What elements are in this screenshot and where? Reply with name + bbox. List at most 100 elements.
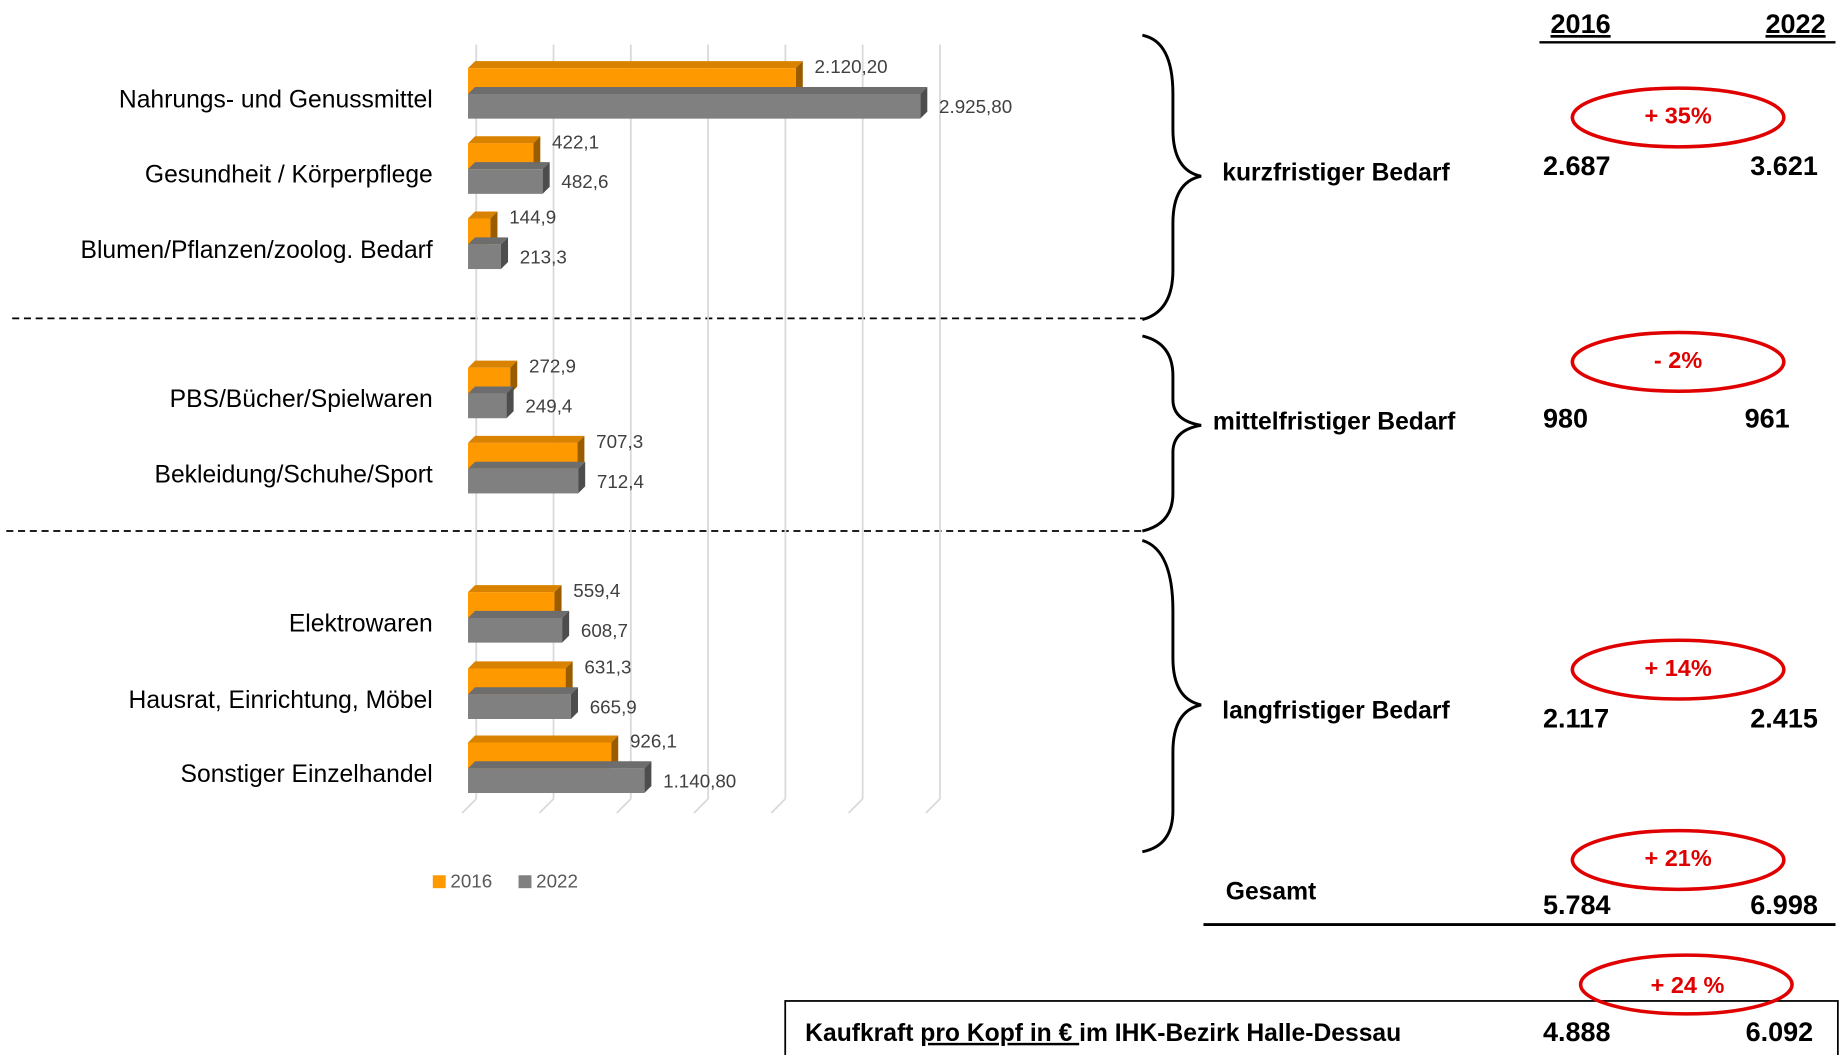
value-2022: 3.621 [1750, 151, 1818, 181]
value-label: 249,4 [525, 396, 572, 417]
bar-side [611, 735, 619, 769]
bar-side [577, 435, 585, 469]
bar-top [468, 661, 573, 669]
brace [1141, 539, 1202, 854]
value-label: 272,9 [529, 356, 576, 377]
bar-top [468, 761, 652, 769]
category-label: Hausrat, Einrichtung, Möbel [129, 687, 433, 714]
value-label: 712,4 [597, 471, 644, 492]
bar [468, 468, 579, 494]
bar-top [468, 610, 570, 618]
value-label: 608,7 [581, 620, 628, 641]
kaufkraft-label: Kaufkraft pro Kopf in € im IHK-Bezirk Ha… [805, 1019, 1401, 1046]
category-label: Sonstiger Einzelhandel [181, 761, 433, 788]
bar-top [468, 86, 928, 94]
value-label: 926,1 [630, 730, 677, 751]
bar-side [542, 162, 550, 194]
bar-top [468, 61, 803, 69]
bar-side [506, 386, 514, 419]
value-label: 707,3 [596, 431, 643, 452]
label-part: pro Kopf in € [920, 1019, 1079, 1046]
kaufkraft-box [784, 1000, 1839, 1055]
group-label: Gesamt [1226, 878, 1316, 905]
label-part: Kaufkraft [805, 1019, 920, 1046]
change-label: + 35% [1644, 103, 1711, 129]
value-label: 2.120,20 [815, 56, 888, 77]
bar [468, 93, 921, 119]
grid-floor [538, 798, 555, 814]
bar-side [490, 211, 498, 245]
brace [1141, 33, 1202, 321]
bar-top [468, 162, 550, 170]
grid-floor [770, 798, 787, 814]
kaufkraft-change: + 24 % [1651, 972, 1725, 998]
legend-swatch [432, 875, 446, 889]
bar-top [468, 360, 518, 368]
bar [468, 768, 645, 794]
bar-side [795, 61, 803, 94]
grid-floor [461, 798, 477, 814]
bar-top [468, 136, 541, 144]
value-label: 559,4 [573, 580, 620, 601]
category-label: Bekleidung/Schuhe/Sport [155, 461, 433, 488]
category-label: PBS/Bücher/Spielwaren [170, 386, 433, 413]
header-2022: 2022 [1766, 9, 1826, 39]
change-ellipse [1578, 953, 1794, 1016]
category-label: Gesundheit / Körperpflege [145, 162, 433, 189]
kaufkraft-2016: 4.888 [1543, 1017, 1611, 1047]
bar-top [468, 585, 562, 593]
change-ellipse [1570, 330, 1786, 393]
value-label: 665,9 [590, 696, 637, 717]
bar-top [468, 211, 498, 219]
value-2016: 980 [1543, 404, 1588, 434]
grid-floor [925, 798, 941, 814]
group-label: kurzfristiger Bedarf [1222, 159, 1450, 186]
bar-top [468, 237, 509, 245]
bar [468, 169, 543, 194]
group-label: langfristiger Bedarf [1222, 697, 1450, 724]
bar [468, 393, 507, 419]
value-2022: 6.998 [1750, 890, 1818, 920]
header-2016: 2016 [1551, 9, 1611, 39]
bar-top [468, 735, 619, 743]
value-label: 631,3 [584, 656, 631, 677]
bar [468, 617, 563, 643]
legend-swatch [518, 875, 532, 889]
change-label: - 2% [1654, 347, 1702, 373]
change-ellipse [1570, 638, 1786, 701]
grid-floor [847, 798, 864, 814]
change-label: + 21% [1644, 845, 1711, 871]
bar-side [644, 761, 652, 794]
value-2016: 2.687 [1543, 151, 1611, 181]
value-2022: 961 [1745, 404, 1790, 434]
value-label: 1.140,80 [663, 770, 736, 791]
brace [1142, 334, 1202, 533]
label-part: im IHK-Bezirk Halle-Dessau [1079, 1019, 1401, 1046]
bar [468, 244, 501, 270]
bar-side [533, 136, 541, 170]
bar-side [562, 610, 570, 643]
bar-side [500, 237, 509, 270]
bar-side [565, 661, 573, 695]
grid-floor [693, 798, 709, 814]
change-ellipse [1570, 86, 1786, 149]
bar-side [554, 585, 562, 618]
value-label: 422,1 [552, 131, 599, 152]
value-label: 213,3 [520, 246, 567, 267]
kaufkraft-2022: 6.092 [1746, 1017, 1814, 1047]
bar-side [570, 687, 578, 719]
bar-top [468, 687, 578, 695]
bar-side [920, 86, 928, 119]
legend-label: 2016 [450, 870, 492, 891]
group-label: mittelfristiger Bedarf [1213, 408, 1456, 435]
value-2016: 5.784 [1543, 890, 1611, 920]
change-ellipse [1570, 828, 1786, 892]
category-label: Elektrowaren [289, 611, 433, 638]
value-label: 482,6 [561, 171, 608, 192]
category-label: Blumen/Pflanzen/zoolog. Bedarf [81, 237, 433, 264]
bar-side [510, 360, 518, 394]
legend-label: 2022 [536, 870, 578, 891]
category-label: Nahrungs- und Genussmittel [119, 87, 433, 114]
value-2022: 2.415 [1750, 703, 1818, 733]
